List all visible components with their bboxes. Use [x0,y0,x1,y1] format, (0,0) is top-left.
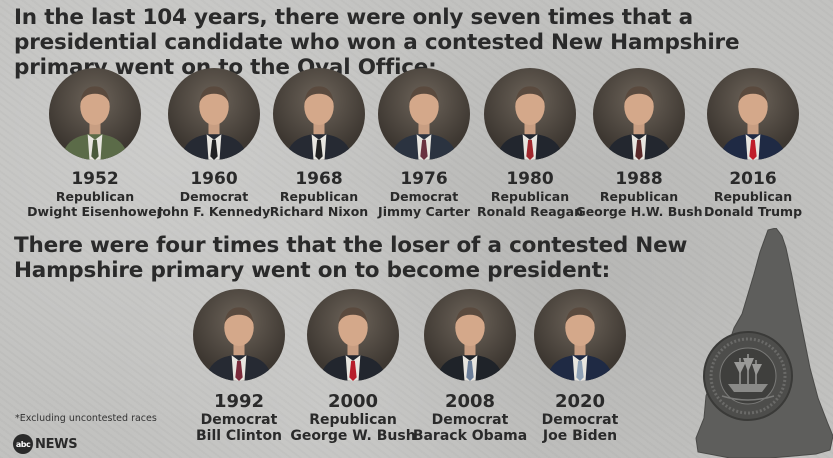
candidate-caption: 1976 Democrat Jimmy Carter [344,169,504,220]
portrait-dwight-eisenhower [49,68,141,160]
candidate-year: 1952 [71,169,119,189]
candidate-party: Democrat [200,412,278,428]
abc-logo-mark: abc [13,434,33,454]
portrait-bill-clinton [193,289,285,381]
candidate-name: Donald Trump [703,204,803,219]
candidate-party: Republican [599,189,679,204]
candidate-caption: 1952 Republican Dwight Eisenhower [15,169,175,220]
candidate-party: Republican [55,189,135,204]
news-wordmark: NEWS [35,436,78,452]
candidate-year: 2020 [554,391,606,412]
candidate-year: 2000 [327,391,379,412]
candidate-year: 2008 [444,391,496,412]
abc-news-logo: abc NEWS [13,434,78,454]
candidate-party: Republican [279,189,359,204]
candidate-name: George H.W. Bush [575,204,703,219]
portrait-jimmy-carter [378,68,470,160]
new-hampshire-map-icon [695,228,833,458]
candidate-party: Republican [309,412,397,428]
candidate-party: Republican [713,189,793,204]
candidate-name: Richard Nixon [269,204,369,219]
candidate-year: 1960 [190,169,238,189]
portrait-john-f-kennedy [168,68,260,160]
candidate-year: 1968 [295,169,343,189]
candidate-caption: 1960 Democrat John F. Kennedy [134,169,294,220]
candidate-name: Jimmy Carter [378,204,470,219]
candidate-caption: 1980 Republican Ronald Reagan [450,169,610,220]
candidate-name: Barack Obama [412,428,528,444]
candidate-caption: 1988 Republican George H.W. Bush [559,169,719,220]
candidate-party: Democrat [431,412,509,428]
portrait-barack-obama [424,289,516,381]
candidate-year: 1988 [615,169,663,189]
candidate-caption: 2000 Republican George W. Bush [273,391,433,445]
candidate-party: Democrat [179,189,249,204]
candidate-caption: 1992 Democrat Bill Clinton [159,391,319,445]
portrait-joe-biden [534,289,626,381]
candidate-party: Democrat [389,189,459,204]
candidate-name: Bill Clinton [195,428,283,444]
candidate-year: 1980 [506,169,554,189]
candidate-caption: 2020 Democrat Joe Biden [500,391,660,445]
candidate-caption: 1968 Republican Richard Nixon [239,169,399,220]
candidate-name: Ronald Reagan [477,204,583,219]
candidate-year: 1992 [213,391,265,412]
candidate-year: 1976 [400,169,448,189]
candidate-name: John F. Kennedy [157,204,271,219]
state-seal-icon [703,331,793,421]
portrait-richard-nixon [273,68,365,160]
candidate-name: George W. Bush [290,428,416,444]
portrait-george-w-bush [307,289,399,381]
portrait-donald-trump [707,68,799,160]
candidate-party: Republican [490,189,570,204]
headline-bottom: There were four times that the loser of … [14,233,688,283]
candidate-caption: 2008 Democrat Barack Obama [390,391,550,445]
footnote: *Excluding uncontested races [15,413,157,424]
candidate-name: Joe Biden [542,428,618,444]
portrait-george-h-w-bush [593,68,685,160]
candidate-party: Democrat [541,412,619,428]
portrait-ronald-reagan [484,68,576,160]
candidate-year: 2016 [729,169,777,189]
candidate-name: Dwight Eisenhower [27,204,163,219]
candidate-caption: 2016 Republican Donald Trump [673,169,833,220]
